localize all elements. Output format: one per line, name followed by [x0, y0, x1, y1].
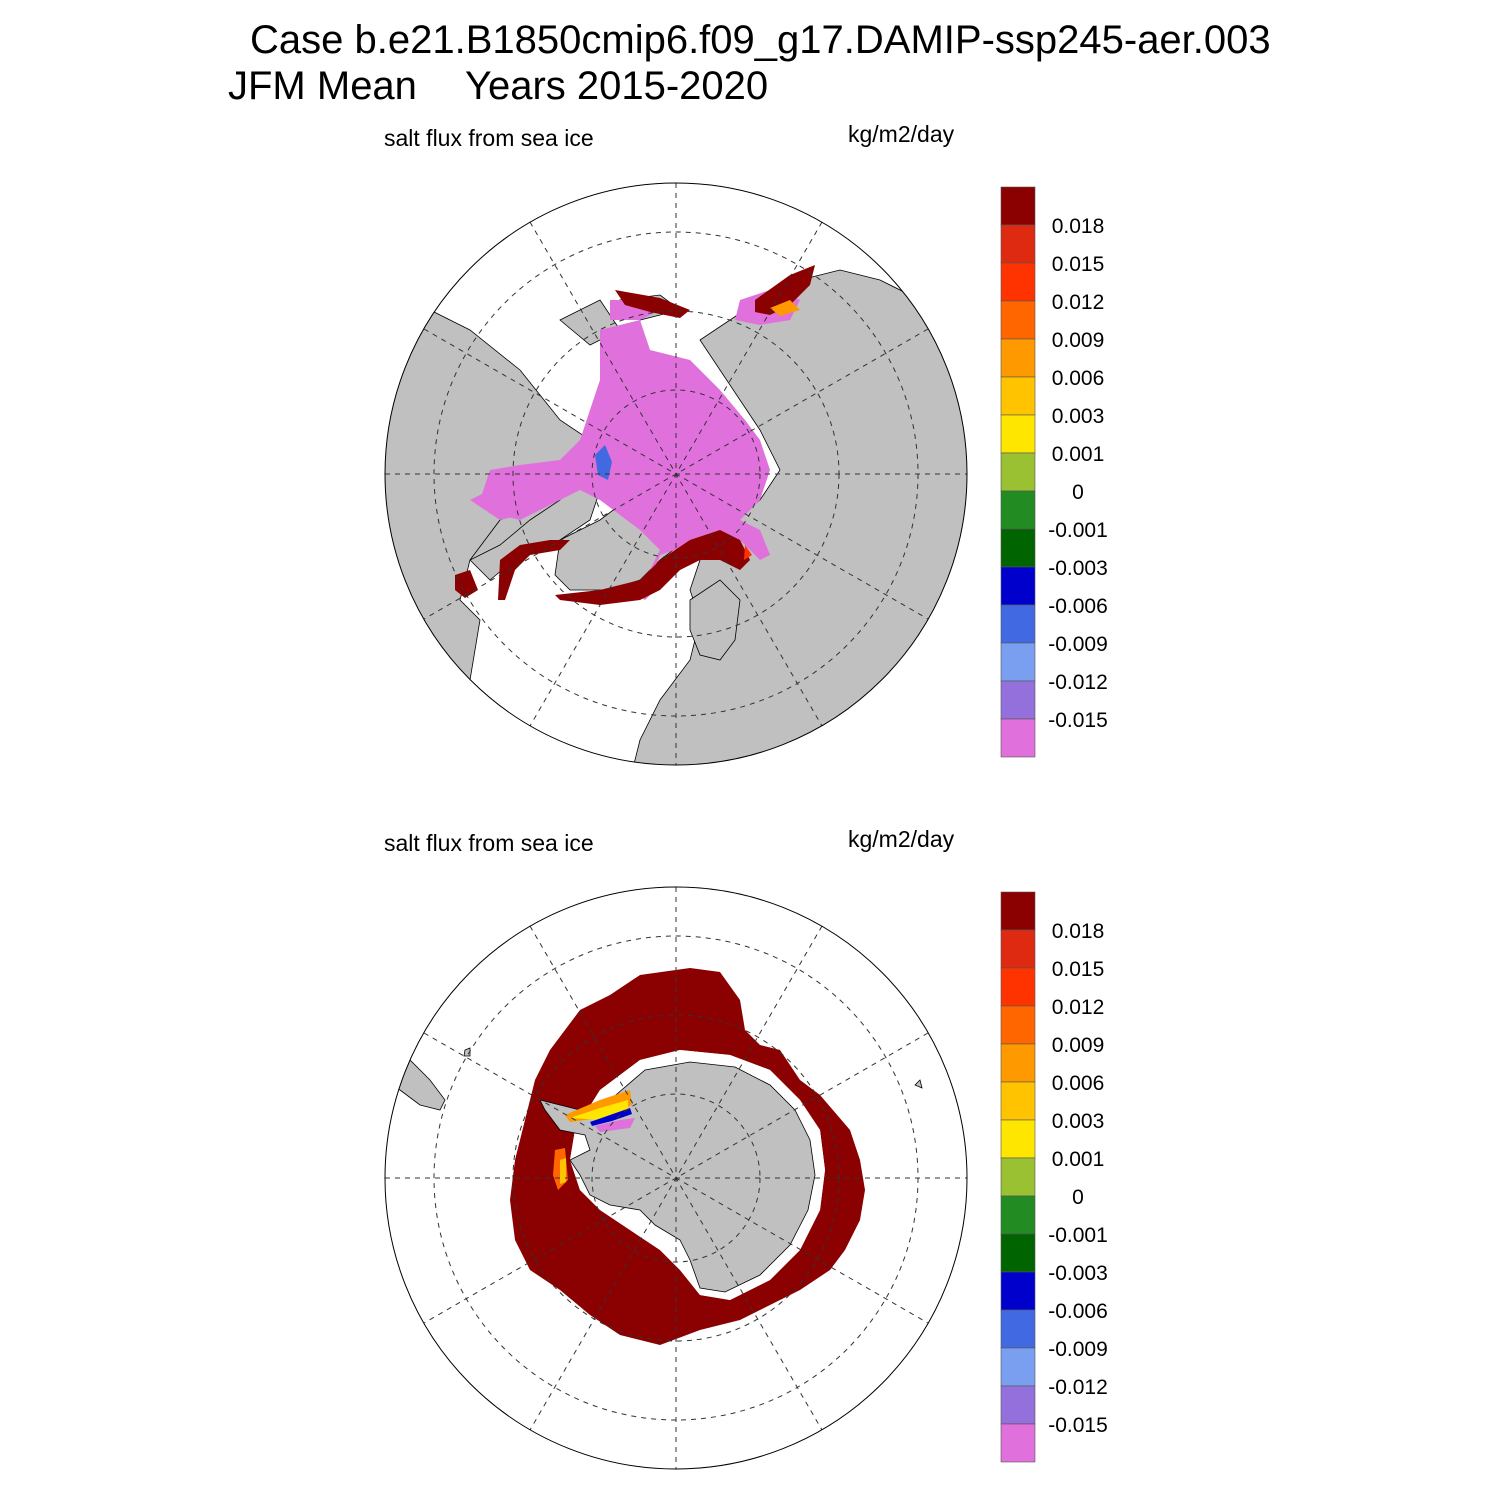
antarctic-ice-positive: [510, 968, 865, 1345]
south-colorbar-tick-label: -0.012: [1048, 1376, 1108, 1399]
north-colorbar-swatch: [1000, 300, 1036, 340]
south-colorbar-tick-label: 0.015: [1052, 958, 1105, 981]
north-polar-map: [384, 182, 968, 766]
south-colorbar-tick-label: -0.015: [1048, 1414, 1108, 1437]
europe-land: [689, 579, 741, 661]
north-colorbar-tick-label: -0.006: [1048, 595, 1108, 618]
south-colorbar-swatch: [1000, 1347, 1036, 1387]
period-title: JFM Mean Years 2015-2020: [228, 64, 768, 109]
years-label: Years 2015-2020: [464, 64, 769, 108]
south-colorbar-swatch: [1000, 1043, 1036, 1083]
south-colorbar-tick-label: -0.006: [1048, 1300, 1108, 1323]
south-colorbar-tick-label: 0: [1072, 1186, 1084, 1209]
south-colorbar-tick-label: -0.009: [1048, 1338, 1108, 1361]
north-colorbar-tick-label: 0.001: [1052, 443, 1105, 466]
north-colorbar-swatch: [1000, 642, 1036, 682]
north-colorbar-swatch: [1000, 680, 1036, 720]
arctic-ice-negative: [480, 320, 770, 600]
north-colorbar-swatch: [1000, 186, 1036, 226]
south-colorbar-swatch: [1000, 1423, 1036, 1463]
north-colorbar-swatch: [1000, 452, 1036, 492]
north-colorbar-swatch: [1000, 566, 1036, 606]
north-colorbar-tick-label: 0.012: [1052, 291, 1105, 314]
south-colorbar-swatch: [1000, 967, 1036, 1007]
arctic-ice-positive-okhotsk: [755, 265, 815, 315]
south-colorbar-tick-label: 0.001: [1052, 1148, 1105, 1171]
north-colorbar-tick-label: -0.012: [1048, 671, 1108, 694]
south-colorbar-swatch: [1000, 1309, 1036, 1349]
north-colorbar-tick-label: 0.006: [1052, 367, 1105, 390]
north-colorbar-tick-label: 0.018: [1052, 215, 1105, 238]
panel-north-variable: salt flux from sea ice: [384, 125, 594, 151]
south-colorbar: 0.018 0.015 0.012 0.009 0.006 0.003 0.001 0 -0.0…: [1000, 891, 1108, 1463]
arctic-ice-positive-atlantic: [555, 530, 750, 605]
south-colorbar-swatch: [1000, 1195, 1036, 1235]
north-colorbar-swatch: [1000, 262, 1036, 302]
south-colorbar-tick-label: 0.012: [1052, 996, 1105, 1019]
north-colorbar-tick-label: -0.001: [1048, 519, 1108, 542]
south-colorbar-tick-label: 0.009: [1052, 1034, 1105, 1057]
case-title: Case b.e21.B1850cmip6.f09_g17.DAMIP-ssp2…: [250, 18, 1271, 62]
south-colorbar-swatch: [1000, 891, 1036, 931]
north-colorbar-swatch: [1000, 338, 1036, 378]
north-colorbar-tick-label: 0.015: [1052, 253, 1105, 276]
north-colorbar-swatch: [1000, 604, 1036, 644]
south-colorbar-swatch: [1000, 1005, 1036, 1045]
south-colorbar-tick-label: 0.018: [1052, 920, 1105, 943]
north-colorbar-swatch: [1000, 376, 1036, 416]
arctic-ice-positive-labrador: [498, 540, 570, 600]
north-colorbar-tick-label: -0.009: [1048, 633, 1108, 656]
south-colorbar-tick-label: 0.006: [1052, 1072, 1105, 1095]
south-colorbar-swatch: [1000, 1157, 1036, 1197]
south-colorbar-swatch: [1000, 1081, 1036, 1121]
north-colorbar: 0.018 0.015 0.012 0.009 0.006 0.003 0.001 0 -0.0…: [1000, 186, 1108, 758]
south-colorbar-swatch: [1000, 1271, 1036, 1311]
season-label: JFM Mean: [228, 64, 417, 108]
north-colorbar-swatch: [1000, 414, 1036, 454]
north-colorbar-swatch: [1000, 490, 1036, 530]
north-colorbar-tick-label: 0: [1072, 481, 1084, 504]
south-colorbar-swatch: [1000, 1119, 1036, 1159]
south-colorbar-tick-label: -0.003: [1048, 1262, 1108, 1285]
panel-south-variable: salt flux from sea ice: [384, 830, 594, 856]
north-colorbar-tick-label: 0.003: [1052, 405, 1105, 428]
north-colorbar-swatch: [1000, 528, 1036, 568]
south-colorbar-tick-label: 0.003: [1052, 1110, 1105, 1133]
south-colorbar-swatch: [1000, 1385, 1036, 1425]
south-colorbar-swatch: [1000, 929, 1036, 969]
north-colorbar-swatch: [1000, 718, 1036, 758]
panel-south-units: kg/m2/day: [848, 826, 955, 852]
panel-north-units: kg/m2/day: [848, 121, 955, 147]
north-colorbar-tick-label: -0.003: [1048, 557, 1108, 580]
south-polar-map: [384, 886, 968, 1470]
south-colorbar-tick-label: -0.001: [1048, 1224, 1108, 1247]
north-colorbar-swatch: [1000, 224, 1036, 264]
south-colorbar-swatch: [1000, 1233, 1036, 1273]
north-colorbar-tick-label: 0.009: [1052, 329, 1105, 352]
north-colorbar-tick-label: -0.015: [1048, 709, 1108, 732]
